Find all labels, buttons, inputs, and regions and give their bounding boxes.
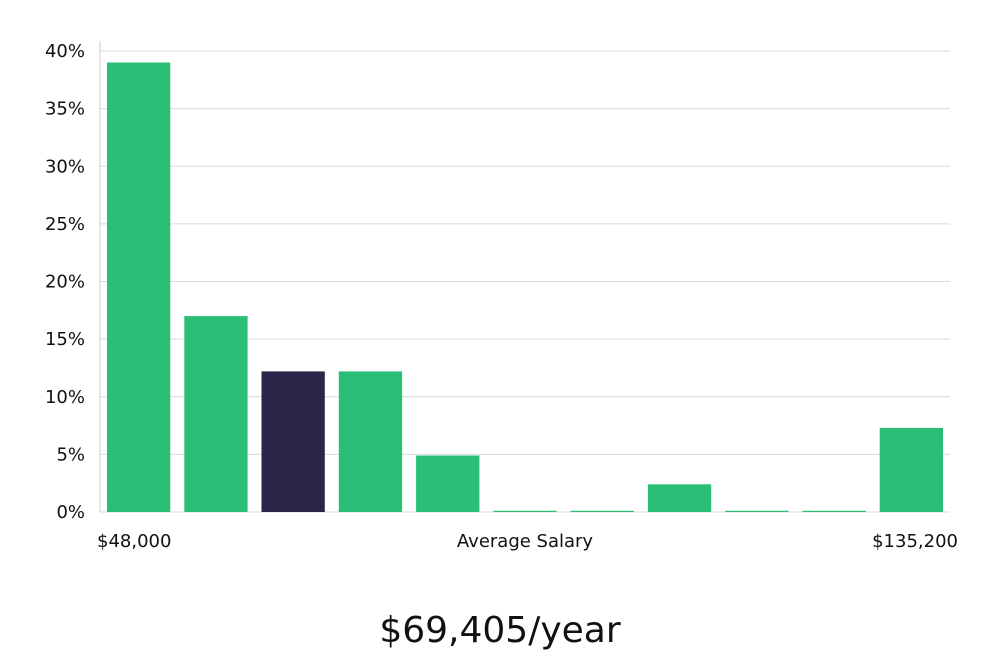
y-tick-label: 25% (45, 214, 85, 235)
bar (802, 510, 866, 512)
bar (416, 455, 480, 512)
y-tick-label: 40% (45, 41, 85, 62)
salary-histogram: 0% 5% 10% 15% 20% 25% 30% 35% 40% $48,000 Averag… (45, 41, 958, 552)
bar (570, 510, 634, 512)
y-tick-label: 0% (56, 502, 85, 523)
bar (647, 484, 712, 512)
y-tick-label: 30% (45, 156, 85, 177)
average-salary-headline: $69,405/year (379, 610, 621, 651)
bar (493, 510, 557, 512)
bar (879, 427, 943, 512)
bar (338, 371, 403, 512)
y-tick-label: 5% (56, 444, 85, 465)
bar-highlight (261, 371, 325, 512)
bar (725, 510, 789, 512)
y-tick-label: 15% (45, 329, 85, 350)
y-tick-label: 10% (45, 387, 85, 408)
bar (184, 316, 248, 512)
y-tick-label: 20% (45, 272, 85, 293)
y-axis-ticks: 0% 5% 10% 15% 20% 25% 30% 35% 40% (45, 41, 85, 523)
bars (107, 62, 943, 512)
y-tick-label: 35% (45, 99, 85, 120)
x-max-label: $135,200 (872, 531, 958, 552)
bar (107, 62, 171, 512)
x-min-label: $48,000 (97, 531, 171, 552)
x-axis-title: Average Salary (457, 531, 594, 552)
